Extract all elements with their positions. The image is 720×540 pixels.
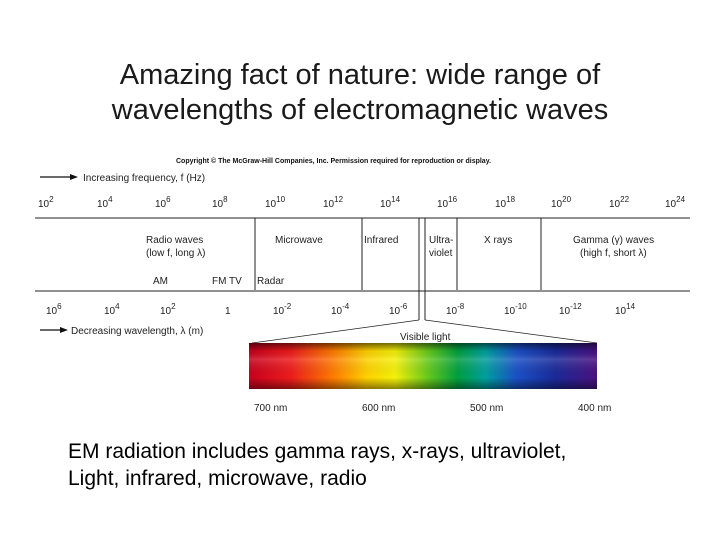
region-xray-label: X rays <box>484 235 512 246</box>
copyright-notice: Copyright © The McGraw-Hill Companies, I… <box>176 157 491 165</box>
frequency-arrow-head <box>70 174 78 180</box>
wavelength-tick-10: 1014 <box>615 302 636 317</box>
frequency-tick-7: 1016 <box>437 195 458 210</box>
band-radar-label: Radar <box>257 276 285 287</box>
frequency-tick-5: 1012 <box>323 195 344 210</box>
wavelength-tick-2: 102 <box>160 302 176 317</box>
frequency-tick-8: 1018 <box>495 195 516 210</box>
slide-caption: EM radiation includes gamma rays, x-rays… <box>68 438 688 492</box>
slide-caption-line-2: Light, infrared, microwave, radio <box>68 467 367 490</box>
region-radio-sublabel: (low f, long λ) <box>146 248 205 259</box>
slide-title-line-2: wavelengths of electromagnetic waves <box>111 94 609 126</box>
visible-spectrum-shading <box>249 343 597 389</box>
visible-connector-left <box>251 319 420 344</box>
slide-title: Amazing fact of nature: wide range of wa… <box>40 58 680 128</box>
region-ultraviolet-label: Ultra- <box>429 235 453 246</box>
frequency-tick-0: 102 <box>38 195 54 210</box>
frequency-tick-labels: 102 104 106 108 1010 1012 1014 1016 1018 1020 1022… <box>38 195 686 210</box>
slide-caption-line-1: EM radiation includes gamma rays, x-rays… <box>68 440 567 463</box>
wavelength-arrow-head <box>60 327 68 333</box>
visible-tick-1: 600 nm <box>362 403 395 414</box>
wavelength-tick-6: 10-6 <box>389 302 408 317</box>
wavelength-tick-8: 10-10 <box>504 302 527 317</box>
visible-connector-right <box>424 319 598 344</box>
visible-tick-0: 700 nm <box>254 403 287 414</box>
slide-title-line-1: Amazing fact of nature: wide range of <box>119 59 601 91</box>
region-infrared-label: Infrared <box>364 235 398 246</box>
wavelength-axis-label: Decreasing wavelength, λ (m) <box>71 326 203 337</box>
frequency-tick-2: 106 <box>155 195 171 210</box>
band-am-label: AM <box>153 276 168 287</box>
frequency-tick-9: 1020 <box>551 195 572 210</box>
region-radio-label: Radio waves <box>146 235 203 246</box>
wavelength-tick-0: 106 <box>46 302 62 317</box>
frequency-tick-11: 1024 <box>665 195 686 210</box>
frequency-axis-label: Increasing frequency, f (Hz) <box>83 173 205 184</box>
wavelength-tick-9: 10-12 <box>559 302 582 317</box>
visible-tick-labels: 700 nm 600 nm 500 nm 400 nm <box>254 403 611 414</box>
em-spectrum-diagram: Copyright © The McGraw-Hill Companies, I… <box>35 157 690 414</box>
frequency-tick-1: 104 <box>97 195 113 210</box>
region-gamma-sublabel: (high f, short λ) <box>580 248 647 259</box>
visible-tick-3: 400 nm <box>578 403 611 414</box>
wavelength-tick-labels: 106 104 102 1 10-2 10-4 10-6 10-8 10-10 10-12 1014 <box>46 302 636 317</box>
visible-light-label: Visible light <box>400 332 451 343</box>
frequency-tick-4: 1010 <box>265 195 286 210</box>
region-ultraviolet-sublabel: violet <box>429 248 453 259</box>
wavelength-tick-4: 10-2 <box>273 302 292 317</box>
frequency-tick-10: 1022 <box>609 195 630 210</box>
wavelength-tick-5: 10-4 <box>331 302 350 317</box>
band-fm-tv-label: FM TV <box>212 276 242 287</box>
region-gamma-label: Gamma (γ) waves <box>573 235 654 246</box>
wavelength-tick-7: 10-8 <box>446 302 465 317</box>
frequency-tick-6: 1014 <box>380 195 401 210</box>
region-microwave-label: Microwave <box>275 235 323 246</box>
frequency-tick-3: 108 <box>212 195 228 210</box>
wavelength-tick-3: 1 <box>225 306 231 317</box>
wavelength-tick-1: 104 <box>104 302 120 317</box>
visible-tick-2: 500 nm <box>470 403 503 414</box>
